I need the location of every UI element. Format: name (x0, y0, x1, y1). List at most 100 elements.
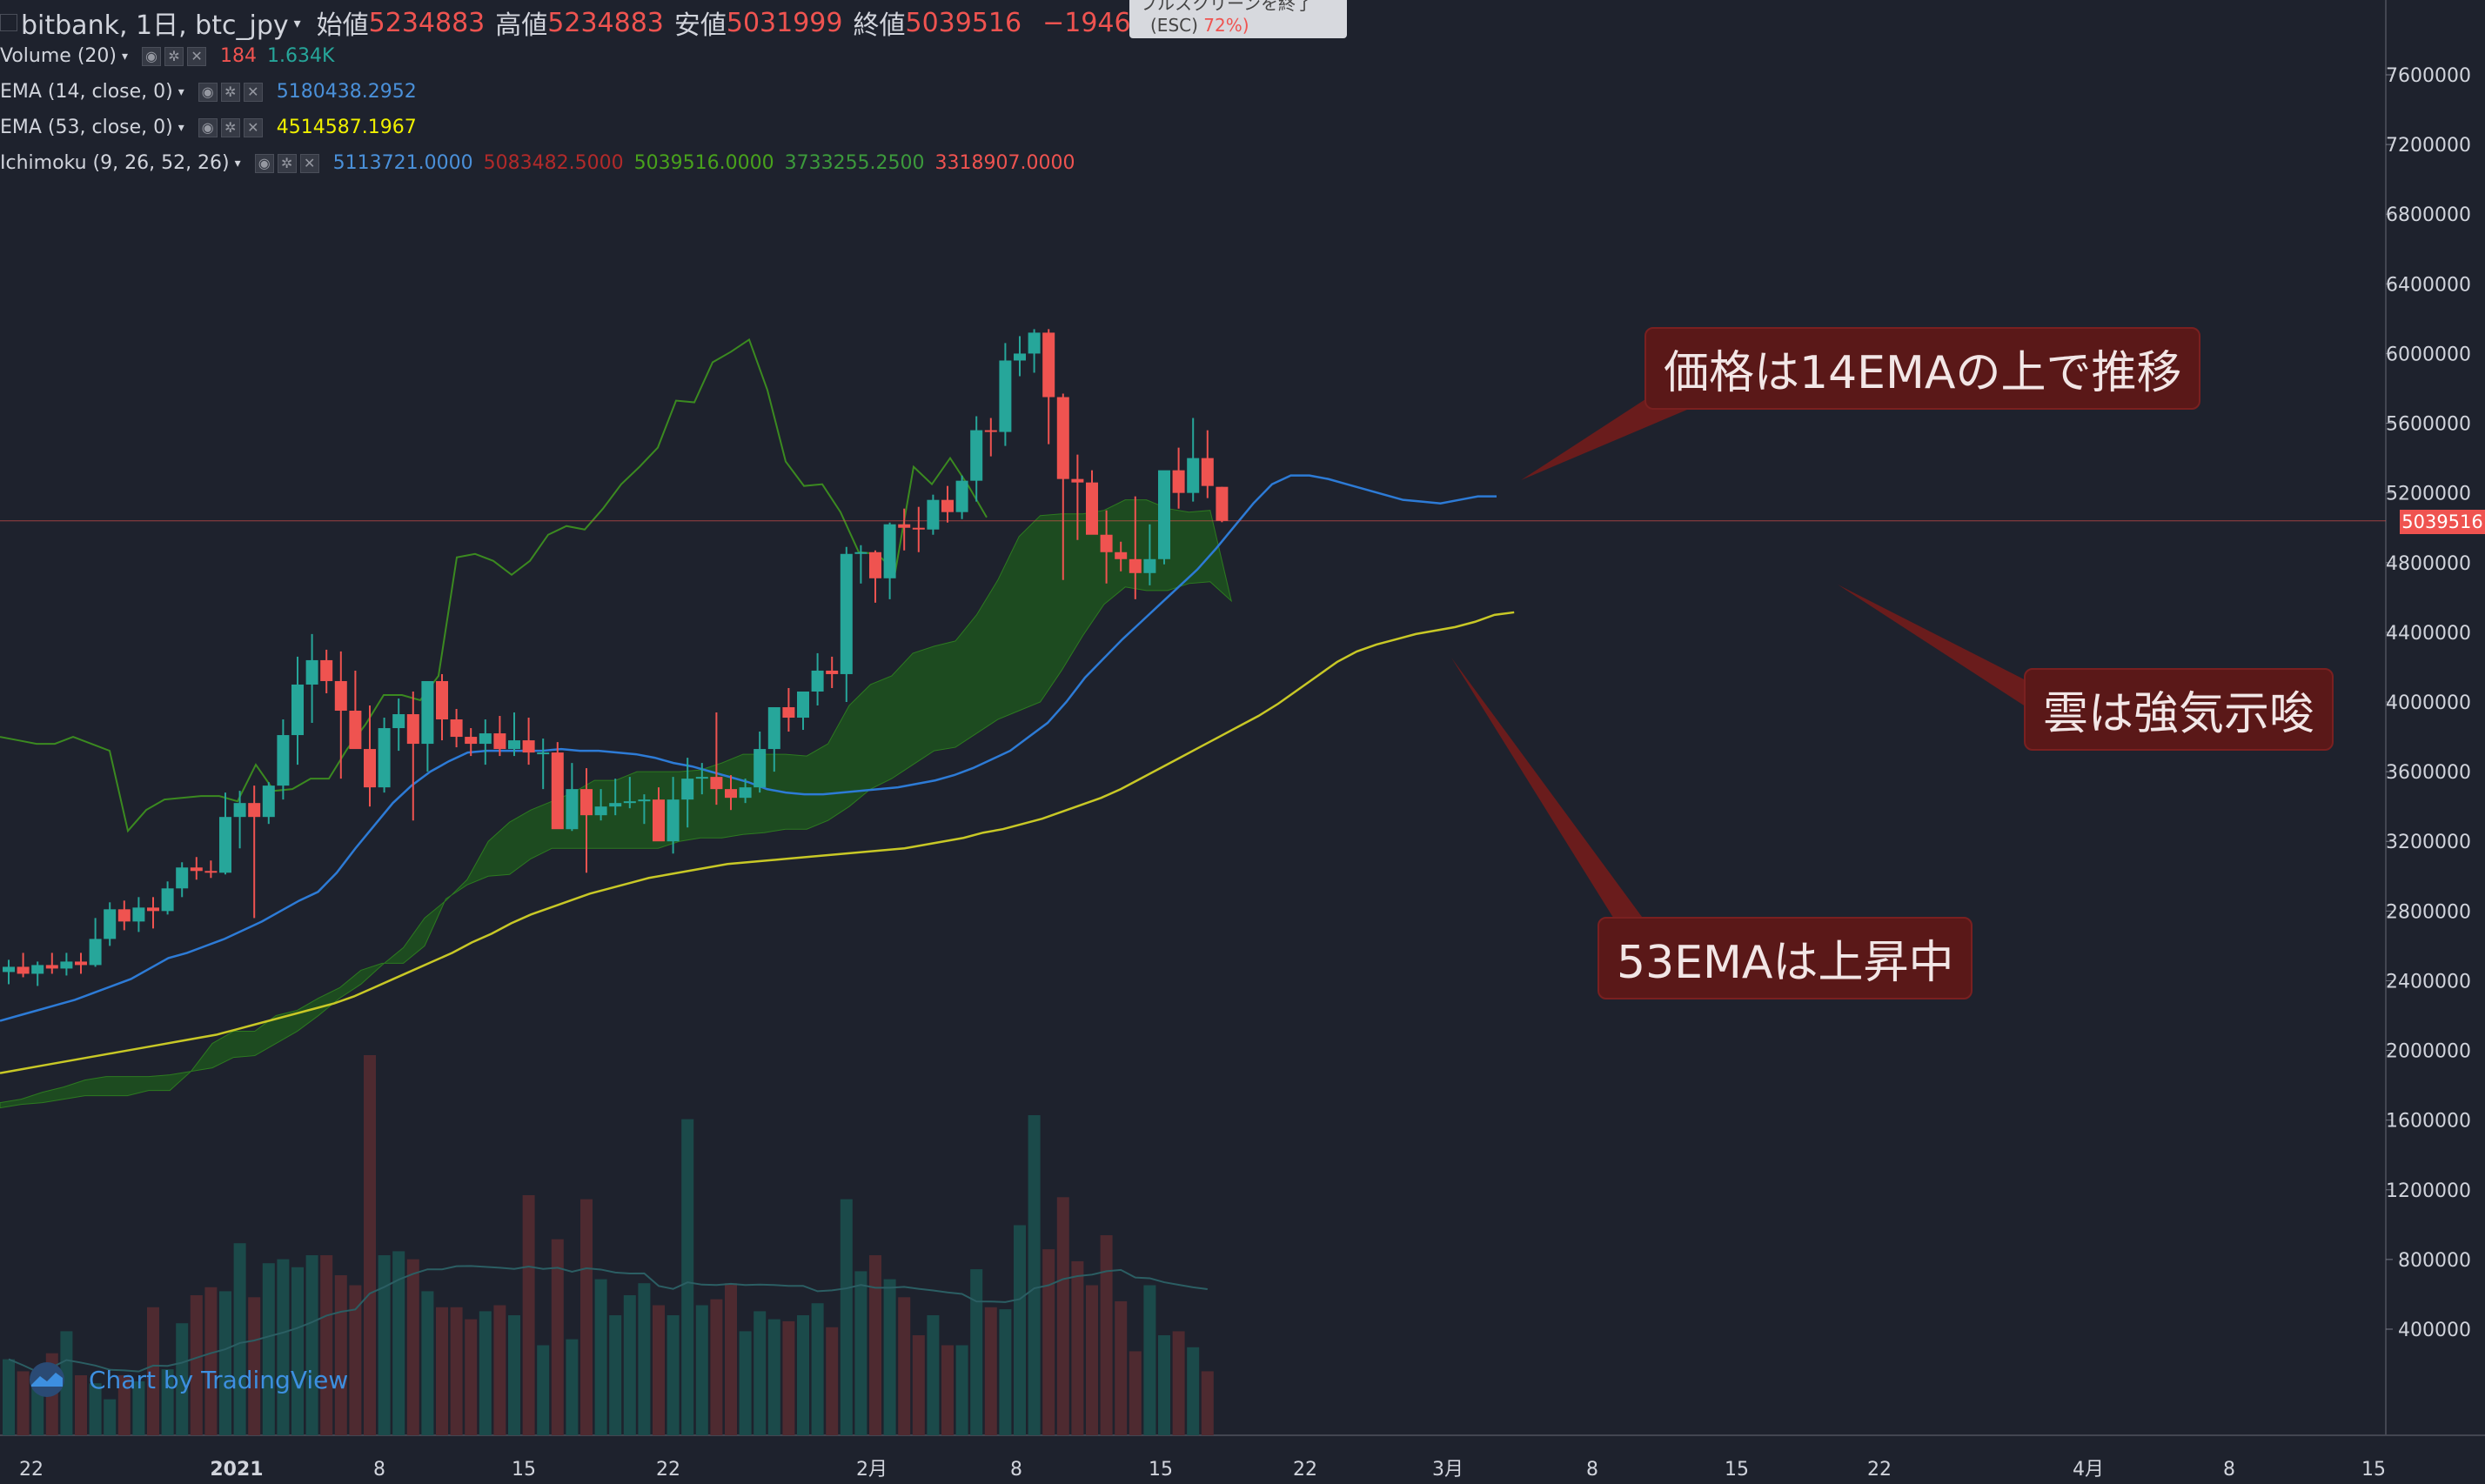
chevron-down-icon[interactable]: ▾ (121, 49, 129, 64)
callout-pointer (1521, 390, 1693, 480)
volume-label[interactable]: Volume (20) (0, 45, 117, 67)
volume-bar (277, 1259, 290, 1435)
volume-bar (970, 1269, 983, 1435)
volume-bar (1143, 1285, 1156, 1435)
eye-icon[interactable]: ◉ (254, 153, 274, 173)
x-tick-label: 15 (512, 1459, 536, 1481)
annotation-ema53[interactable]: 53EMAは上昇中 (1598, 917, 1973, 999)
x-tick-label: 4月 (2073, 1459, 2104, 1481)
candle-body (725, 789, 737, 799)
volume-bar (320, 1255, 333, 1435)
volume-bar (739, 1331, 752, 1435)
chevron-down-icon[interactable]: ▾ (178, 84, 184, 99)
tradingview-watermark[interactable]: Chart by TradingView (24, 1362, 348, 1397)
ema53-legend: EMA (53, close, 0) ▾ ◉ ✲ ✕ 4514587.1967 (0, 117, 417, 138)
y-tick-label: 7600000 (2386, 65, 2471, 87)
chevron-down-icon[interactable]: ▾ (234, 156, 241, 170)
x-tick-label: 22 (1293, 1459, 1317, 1481)
gear-icon[interactable]: ✲ (164, 46, 184, 66)
candle-body (1028, 332, 1041, 354)
collapse-icon[interactable] (0, 14, 17, 31)
candle-body (190, 867, 203, 872)
y-tick-label: 2800000 (2386, 901, 2471, 923)
candle-body (31, 965, 44, 974)
close-icon[interactable]: ✕ (243, 117, 263, 137)
candle-body (999, 360, 1012, 432)
volume-ma-value: 1.634K (267, 45, 335, 67)
candle-body (854, 551, 867, 554)
candle-body (681, 779, 694, 800)
candle-body (17, 966, 30, 974)
volume-bar (219, 1291, 231, 1435)
annotation-cloud[interactable]: 雲は強気示唆 (2024, 668, 2334, 751)
eye-icon[interactable]: ◉ (142, 46, 162, 66)
volume-bar (465, 1319, 478, 1435)
volume-bar (1071, 1260, 1084, 1435)
symbol-title[interactable]: bitbank, 1日, btc_jpy (21, 10, 289, 41)
volume-legend: Volume (20) ▾ ◉ ✲ ✕ 184 1.634K (0, 45, 334, 67)
candle-body (248, 803, 261, 818)
x-tick-label: 2月 (856, 1459, 888, 1481)
volume-bar (1086, 1285, 1098, 1435)
candle-body (811, 670, 824, 692)
chevron-down-icon[interactable]: ▾ (178, 120, 184, 135)
close-icon[interactable]: ✕ (187, 46, 207, 66)
ema14-line (0, 474, 1497, 1022)
ichimoku-legend: Ichimoku (9, 26, 52, 26) ▾ ◉ ✲ ✕ 5113721.0… (0, 152, 1075, 174)
candle-body (508, 740, 520, 750)
symbol-header: bitbank, 1日, btc_jpy ▾ 始値 5234883 高値 52348… (0, 3, 1164, 42)
price-axis (2386, 0, 2485, 1484)
volume-bar (883, 1279, 896, 1435)
candle-body (1216, 486, 1229, 521)
tradingview-logo-icon (30, 1362, 64, 1397)
x-tick-label: 15 (1725, 1459, 1749, 1481)
candle-body (147, 907, 159, 912)
candle-body (1172, 470, 1185, 493)
candle-body (406, 714, 419, 745)
candle-body (1129, 558, 1142, 573)
candle-body (984, 430, 997, 432)
candle-body (1086, 482, 1098, 535)
candle-body (826, 670, 839, 674)
close-icon[interactable]: ✕ (243, 82, 263, 102)
candle-body (927, 499, 940, 530)
ichimoku-label[interactable]: Ichimoku (9, 26, 52, 26) (0, 152, 230, 174)
y-tick-label: 400000 (2398, 1320, 2471, 1341)
volume-bar (176, 1323, 189, 1435)
ema53-label[interactable]: EMA (53, close, 0) (0, 117, 173, 138)
volume-value: 184 (220, 45, 258, 67)
volume-bar (725, 1283, 737, 1435)
x-tick-label: 22 (1867, 1459, 1892, 1481)
tooltip-esc: (ESC) 72%) (1129, 15, 1347, 36)
gear-icon[interactable]: ✲ (220, 117, 240, 137)
candle-body (782, 707, 795, 719)
x-tick-label: 2021 (210, 1459, 263, 1481)
candle-body (1042, 332, 1055, 398)
eye-icon[interactable]: ◉ (198, 82, 218, 102)
candle-body (840, 553, 853, 674)
candle-body (378, 728, 391, 788)
gear-icon[interactable]: ✲ (277, 153, 297, 173)
volume-bar (262, 1263, 275, 1435)
candle-body (479, 733, 492, 745)
volume-bar (161, 1369, 174, 1435)
chevron-down-icon[interactable]: ▾ (293, 14, 301, 31)
candle-body (465, 737, 478, 745)
ichimoku-kijun: 5083482.5000 (483, 152, 624, 174)
annotation-ema14[interactable]: 価格は14EMAの上で推移 (1644, 327, 2201, 410)
x-tick-label: 8 (1010, 1459, 1022, 1481)
x-tick-label: 22 (19, 1459, 44, 1481)
candle-body (1056, 397, 1069, 479)
y-tick-label: 6800000 (2386, 204, 2471, 226)
y-tick-label: 3600000 (2386, 762, 2471, 784)
gear-icon[interactable]: ✲ (220, 82, 240, 102)
ema14-label[interactable]: EMA (14, close, 0) (0, 81, 173, 103)
ema53-value: 4514587.1967 (276, 117, 417, 138)
eye-icon[interactable]: ◉ (198, 117, 218, 137)
y-tick-label: 3200000 (2386, 832, 2471, 853)
candle-body (132, 907, 145, 922)
volume-bar (623, 1295, 636, 1435)
volume-bar (1129, 1351, 1142, 1435)
close-icon[interactable]: ✕ (299, 153, 319, 173)
